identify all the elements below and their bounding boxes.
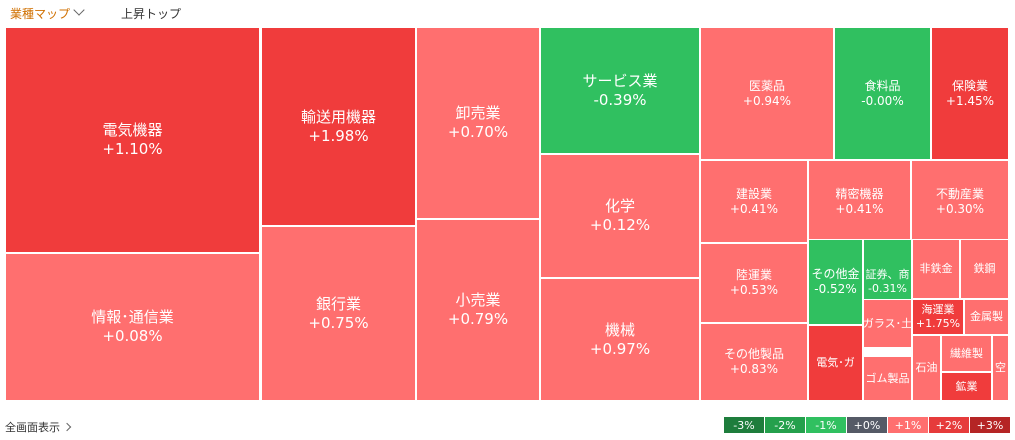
sector-name: その他製品 [724, 347, 784, 362]
sector-tile[interactable]: 保険業 +1.45% [931, 27, 1009, 160]
sector-change: +1.45% [946, 94, 994, 109]
sector-tile[interactable]: 化学 +0.12% [540, 154, 700, 278]
sector-tile[interactable]: 卸売業 +0.70% [416, 27, 540, 219]
sector-tile[interactable]: その他製品 +0.83% [700, 323, 808, 401]
sector-tile[interactable]: 銀行業 +0.75% [261, 226, 416, 401]
sector-name: サービス業 [582, 72, 657, 91]
full-screen-label: 全画面表示 [5, 421, 60, 434]
sector-name: 医薬品 [749, 79, 785, 94]
sector-tile[interactable]: 鉱業 [941, 372, 992, 401]
sector-name: 建設業 [736, 187, 772, 202]
color-legend: -3% -2% -1% +0% +1% +2% +3% [724, 417, 1011, 433]
sector-tile[interactable]: その他金 -0.52% [808, 239, 863, 325]
sector-name: 情報･通信業 [91, 308, 174, 327]
tab-top-gainers[interactable]: 上昇トップ [121, 5, 181, 22]
sector-change: +0.83% [730, 362, 778, 377]
sector-tile[interactable]: ガラス･土 [863, 299, 912, 348]
sector-tile[interactable]: 石油 [912, 335, 941, 401]
sector-change: -0.39% [593, 91, 646, 110]
sector-tile[interactable]: 電気機器 +1.10% [5, 27, 260, 253]
sector-change: +0.70% [448, 123, 508, 142]
legend-swatch: +1% [888, 417, 928, 433]
sector-tile[interactable]: 小売業 +0.79% [416, 219, 540, 401]
sector-name: 精密機器 [835, 187, 883, 202]
legend-swatch: -3% [724, 417, 764, 433]
sector-change: +1.75% [916, 317, 960, 331]
sector-name: 不動産業 [936, 187, 984, 202]
sector-name: 陸運業 [736, 268, 772, 283]
sector-tile[interactable]: 海運業 +1.75% [912, 299, 964, 335]
sector-tile[interactable]: 非鉄金 [912, 239, 960, 299]
sector-name: 鉄鋼 [974, 262, 996, 276]
sector-name: 石油 [916, 361, 938, 375]
sector-tile[interactable]: 繊維製 [941, 335, 992, 372]
sector-change: +1.98% [308, 127, 368, 146]
sector-name: その他金 [811, 267, 859, 282]
sector-tile[interactable]: 食料品 -0.00% [834, 27, 931, 160]
sector-tile[interactable]: 精密機器 +0.41% [808, 160, 911, 243]
sector-change: -0.52% [814, 282, 856, 297]
sector-name: 保険業 [952, 79, 988, 94]
sector-name: 化学 [605, 197, 635, 216]
sector-name: 機械 [605, 321, 635, 340]
sector-change: +1.10% [102, 140, 162, 159]
legend-swatch: -1% [806, 417, 846, 433]
sector-name: ゴム製品 [866, 372, 910, 386]
sector-change: -0.31% [868, 282, 907, 296]
sector-name: 非鉄金 [920, 262, 953, 276]
sector-tile[interactable]: 陸運業 +0.53% [700, 243, 808, 323]
legend-swatch: -2% [765, 417, 805, 433]
sector-name: 金属製 [970, 310, 1003, 324]
full-screen-link[interactable]: 全画面表示 [5, 419, 70, 435]
sector-name: 卸売業 [455, 104, 500, 123]
legend-swatch: +3% [970, 417, 1010, 433]
sector-heatmap: 電気機器 +1.10% 情報･通信業 +0.08% 輸送用機器 +1.98% 銀行業 +0.7… [0, 26, 1015, 403]
sector-tile[interactable]: 鉄鋼 [960, 239, 1009, 299]
sector-change: +0.79% [448, 310, 508, 329]
sector-change: +0.08% [102, 327, 162, 346]
sector-tile[interactable]: 建設業 +0.41% [700, 160, 808, 243]
sector-name: 電気･ガ [816, 356, 855, 370]
sector-tile[interactable]: 情報･通信業 +0.08% [5, 253, 260, 401]
sector-name: 銀行業 [316, 295, 361, 314]
sector-tile[interactable]: 輸送用機器 +1.98% [261, 27, 416, 226]
sector-name: ガラス･土 [863, 317, 912, 331]
sector-change: +0.75% [308, 314, 368, 333]
sector-name: 繊維製 [950, 347, 983, 361]
legend-swatch: +0% [847, 417, 887, 433]
sector-name: 輸送用機器 [301, 108, 376, 127]
sector-tile[interactable]: 不動産業 +0.30% [911, 160, 1009, 243]
sector-change: +0.41% [835, 202, 883, 217]
sector-tile[interactable]: 電気･ガ [808, 325, 863, 401]
sector-name: 海運業 [922, 303, 955, 317]
sector-change: +0.41% [730, 202, 778, 217]
sector-change: +0.94% [743, 94, 791, 109]
sector-name: 証券、商 [866, 268, 910, 282]
sector-name: 小売業 [455, 291, 500, 310]
sector-tile[interactable]: サービス業 -0.39% [540, 27, 700, 154]
chevron-right-icon [63, 423, 71, 431]
tab-sector-map[interactable]: 業種マップ [10, 5, 70, 22]
legend-swatch: +2% [929, 417, 969, 433]
sector-name: 電気機器 [102, 121, 162, 140]
sector-tile[interactable]: 機械 +0.97% [540, 278, 700, 401]
sector-change: +0.97% [590, 340, 650, 359]
sector-tile[interactable]: ゴム製品 [863, 356, 912, 401]
sector-tile[interactable]: 医薬品 +0.94% [700, 27, 834, 160]
sector-name: 空 [995, 361, 1006, 375]
tab-bar: 業種マップ 上昇トップ [0, 0, 1015, 26]
sector-change: +0.53% [730, 283, 778, 298]
sector-change: +0.30% [936, 202, 984, 217]
sector-change: +0.12% [590, 216, 650, 235]
sector-tile[interactable]: 金属製 [964, 299, 1009, 335]
sector-name: 食料品 [864, 79, 900, 94]
sector-tile[interactable]: 空 [992, 335, 1009, 401]
sector-name: 鉱業 [956, 380, 978, 394]
sector-change: -0.00% [861, 94, 903, 109]
chevron-down-icon[interactable] [73, 4, 84, 15]
